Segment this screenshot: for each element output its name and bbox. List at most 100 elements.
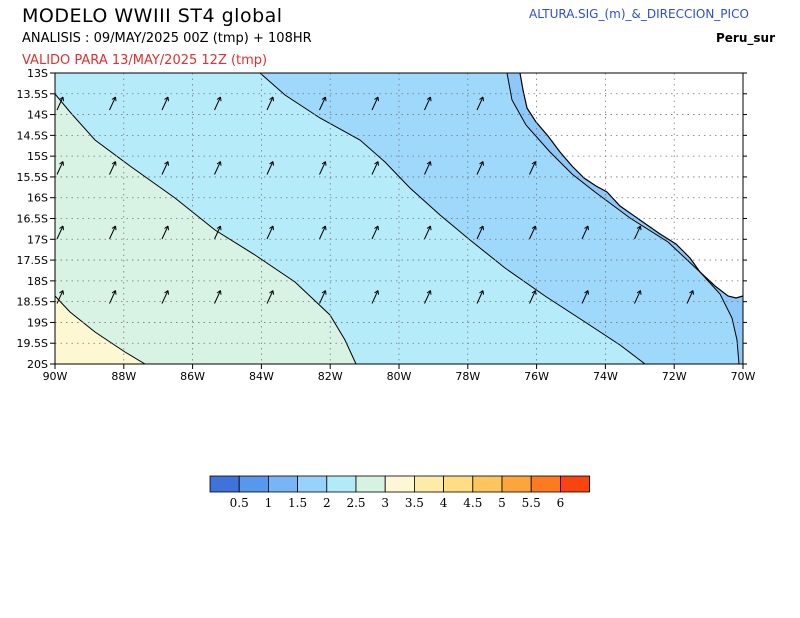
lon-label: 80W [387, 370, 412, 383]
lat-label: 18.5S [17, 296, 48, 309]
direction-arrow [634, 225, 642, 240]
lon-label: 90W [43, 370, 68, 383]
direction-arrow [319, 96, 327, 111]
direction-arrow [109, 161, 117, 175]
contour-2 [259, 73, 646, 364]
legend-label: 3 [381, 496, 389, 510]
direction-arrow [476, 96, 484, 111]
direction-arrow [319, 290, 327, 304]
lon-label: 84W [249, 370, 274, 383]
lat-label: 19.5S [17, 337, 48, 350]
direction-arrow [424, 290, 432, 304]
direction-arrow [476, 290, 484, 304]
direction-arrow [214, 96, 222, 111]
direction-arrow [109, 96, 117, 111]
direction-arrow [214, 290, 222, 304]
direction-arrow [266, 290, 274, 304]
direction-arrow [161, 290, 169, 304]
legend-swatch [355, 475, 386, 493]
direction-arrow [109, 225, 117, 240]
direction-arrow [161, 96, 169, 111]
region-label: Peru_sur [716, 31, 775, 45]
lat-label: 13.5S [17, 88, 48, 101]
lat-label: 15.5S [17, 171, 48, 184]
legend-swatch [267, 475, 298, 493]
contour-3 [55, 295, 146, 364]
direction-arrow [266, 225, 274, 240]
variable-label: ALTURA.SIG_(m)_&_DIRECCION_PICO [529, 7, 749, 21]
legend-label: 5.5 [522, 496, 541, 510]
legend-swatch [209, 475, 240, 493]
direction-arrow [476, 161, 484, 175]
direction-arrow [214, 161, 222, 175]
direction-arrow [371, 96, 379, 111]
legend-swatch [384, 475, 415, 493]
direction-arrow [424, 96, 432, 111]
zone-2.5-3 [55, 94, 356, 364]
legend-label: 1 [265, 496, 273, 510]
legend-label: 5 [498, 496, 506, 510]
legend-swatch [530, 475, 561, 493]
lon-label: 78W [455, 370, 480, 383]
legend-label: 4 [440, 496, 448, 510]
zone-3-3.5 [55, 296, 145, 364]
direction-arrow [371, 290, 379, 304]
valid-time: VALIDO PARA 13/MAY/2025 12Z (tmp) [22, 53, 268, 68]
legend-label: 2.5 [346, 496, 365, 510]
lon-label: 70W [731, 370, 756, 383]
lat-label: 13S [27, 67, 48, 80]
direction-arrow [109, 290, 117, 304]
chart-title: MODELO WWIII ST4 global [22, 5, 283, 27]
wave-height-map: 13S 13.5S 14S 14.5S 15S 15.5S 16S 16.5S 17S 17.5S… [17, 67, 756, 383]
direction-arrow [371, 161, 379, 175]
wave-direction-arrows [56, 96, 694, 304]
legend-label: 0.5 [230, 496, 249, 510]
direction-arrow [424, 161, 432, 175]
legend-label: 6 [557, 496, 565, 510]
direction-arrow [529, 225, 537, 240]
lat-label: 17S [27, 233, 48, 246]
direction-arrow [371, 225, 379, 240]
legend-swatch [443, 475, 474, 493]
direction-arrow [529, 161, 537, 175]
lat-label: 14.5S [17, 129, 48, 142]
legend-swatch [297, 475, 328, 493]
legend-swatch [238, 475, 269, 493]
lat-label: 20S [27, 358, 48, 371]
legend-swatch [326, 475, 357, 493]
direction-arrow [56, 225, 64, 240]
coastline [519, 73, 743, 299]
direction-arrow [56, 161, 64, 175]
lon-label: 86W [180, 370, 205, 383]
direction-arrow [266, 96, 274, 111]
legend-label: 3.5 [405, 496, 424, 510]
direction-arrow [476, 225, 484, 240]
direction-arrow [161, 161, 169, 175]
contour-1.5 [506, 73, 740, 364]
direction-arrow [529, 290, 537, 304]
direction-arrow [266, 161, 274, 175]
lon-label: 72W [662, 370, 687, 383]
contour-2.5 [55, 93, 357, 364]
lat-label: 16.5S [17, 213, 48, 226]
direction-arrow [319, 161, 327, 175]
legend-swatch [560, 475, 591, 493]
direction-arrow [56, 290, 64, 304]
direction-arrow [634, 290, 642, 304]
lat-label: 15S [27, 150, 48, 163]
lon-label: 82W [318, 370, 343, 383]
lon-label: 74W [593, 370, 618, 383]
lat-label: 19S [27, 316, 48, 329]
lon-label: 76W [524, 370, 549, 383]
direction-arrow [319, 225, 327, 240]
legend-swatch [472, 475, 503, 493]
direction-arrow [581, 225, 589, 240]
legend-label: 2 [323, 496, 331, 510]
direction-arrow [56, 96, 64, 111]
direction-arrow [161, 225, 169, 240]
direction-arrow [214, 225, 222, 240]
legend-label: 1.5 [288, 496, 307, 510]
legend-label: 4.5 [463, 496, 482, 510]
legend-swatch [413, 475, 444, 493]
